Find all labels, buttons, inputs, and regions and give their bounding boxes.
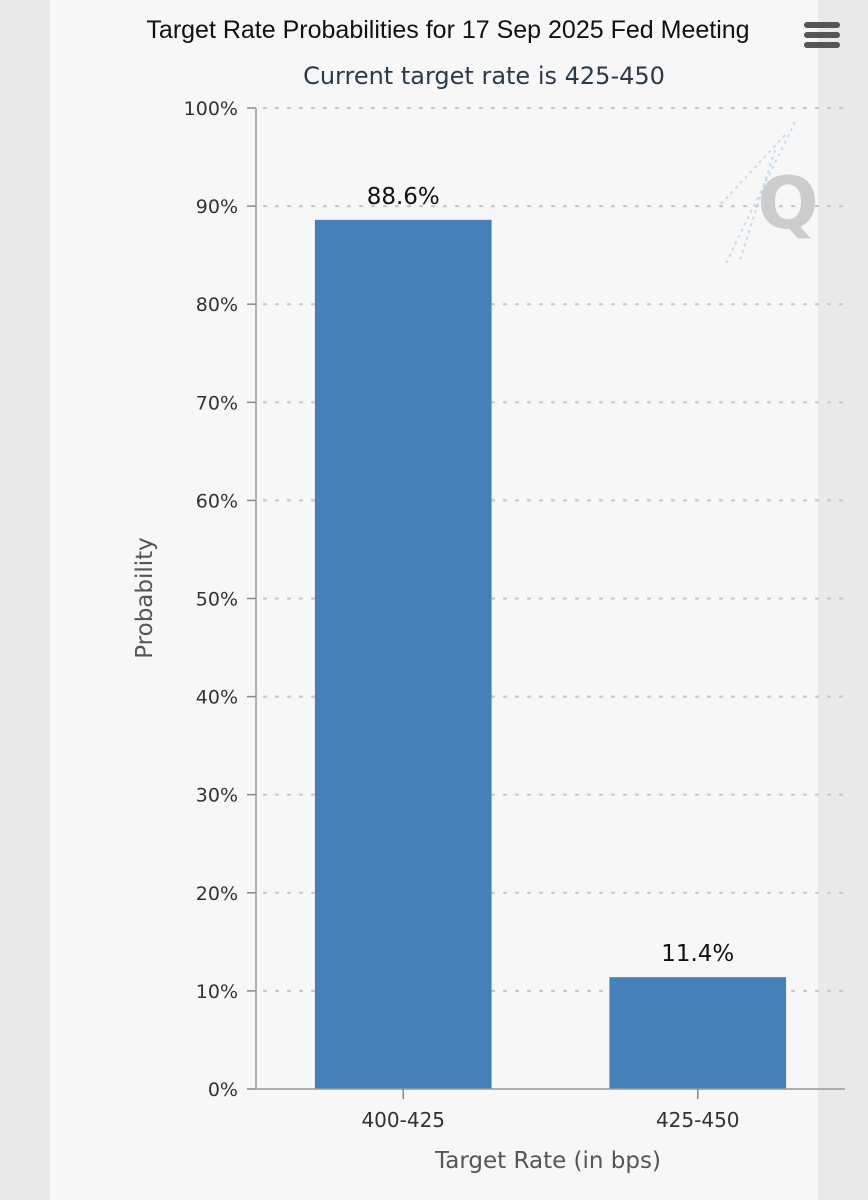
bar[interactable] [314, 219, 492, 1090]
data-label: 88.6% [367, 184, 440, 210]
hamburger-menu-icon[interactable] [804, 20, 840, 50]
y-tick-label: 50% [196, 589, 238, 611]
chart-subtitle: Current target rate is 425-450 [303, 62, 665, 90]
axes [255, 108, 845, 1090]
bar-chart: Target Rate Probabilities for 17 Sep 202… [132, 16, 847, 1174]
data-label: 11.4% [661, 941, 734, 967]
y-tick-label: 20% [196, 883, 238, 905]
data-labels: 88.6% 11.4% [367, 184, 735, 967]
bar[interactable] [609, 977, 787, 1089]
y-tick-label: 40% [196, 687, 238, 709]
y-tick-label: 10% [196, 981, 238, 1003]
x-axis-title: Target Rate (in bps) [434, 1148, 661, 1174]
bars [314, 219, 787, 1090]
x-tick-label: 400-425 [361, 1108, 445, 1132]
y-axis-title: Probability [132, 537, 158, 659]
y-tick-label: 80% [196, 294, 238, 316]
y-axis-ticks: 0% 10% 20% 30% 40% 50% 60% 70% 80% 90% 100% [184, 98, 256, 1101]
svg-text:Q: Q [757, 161, 818, 245]
y-tick-label: 30% [196, 785, 238, 807]
q-logo-icon: Q [719, 121, 819, 266]
y-tick-label: 100% [184, 98, 238, 120]
y-tick-label: 60% [196, 490, 238, 512]
y-tick-label: 90% [196, 196, 238, 218]
chart-card: Target Rate Probabilities for 17 Sep 202… [50, 0, 847, 1200]
x-axis-ticks: 400-425 425-450 [361, 1089, 740, 1132]
chart-title: Target Rate Probabilities for 17 Sep 202… [146, 16, 749, 44]
y-tick-label: 0% [208, 1079, 238, 1101]
x-tick-label: 425-450 [656, 1108, 740, 1132]
y-tick-label: 70% [196, 392, 238, 414]
